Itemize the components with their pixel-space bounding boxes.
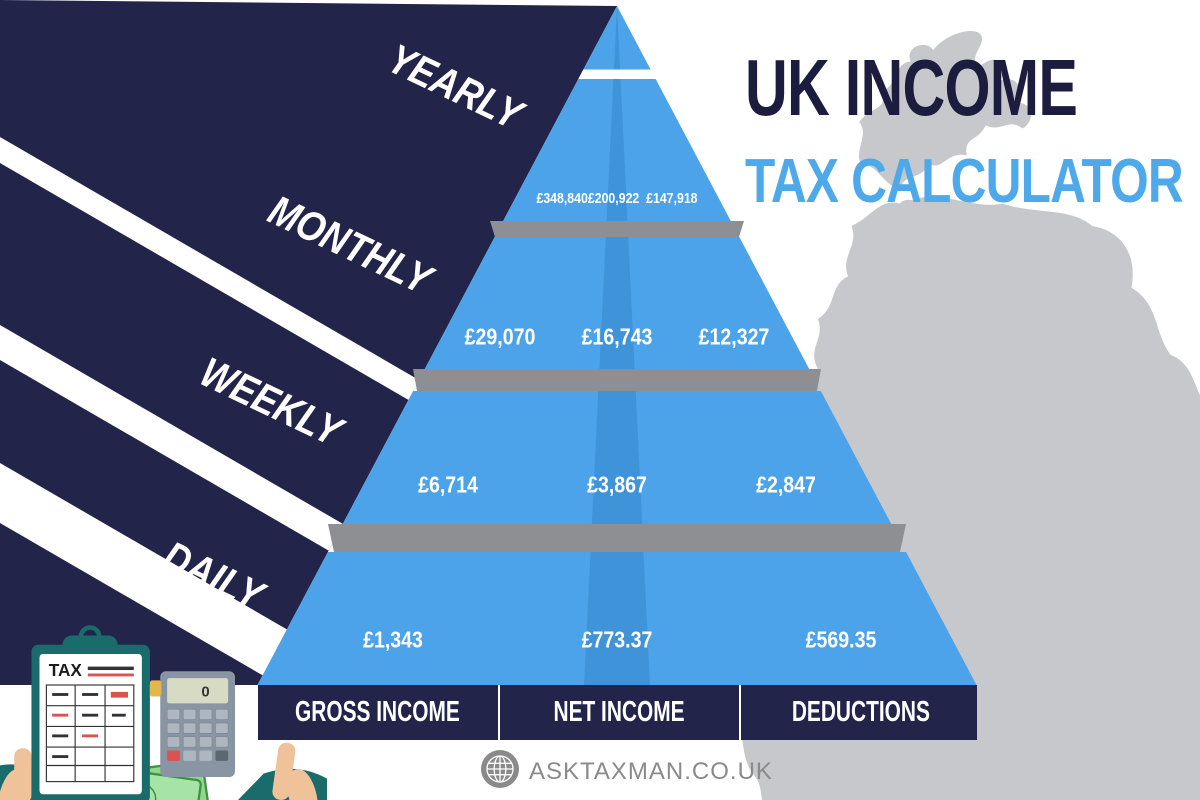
svg-text:TAX: TAX (49, 660, 83, 680)
svg-text:0: 0 (201, 684, 209, 701)
